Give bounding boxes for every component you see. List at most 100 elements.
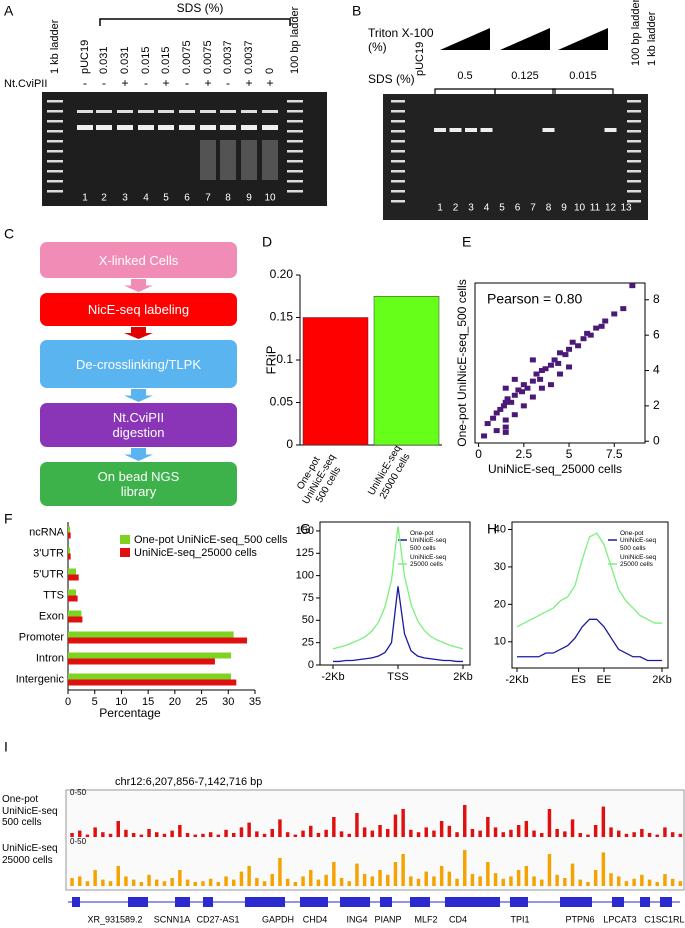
signal-bar	[224, 829, 228, 837]
signal-bar	[670, 832, 675, 837]
y-tick-label: 2	[653, 398, 660, 412]
signal-bar	[586, 834, 590, 837]
signal-bar	[486, 817, 490, 837]
y-axis-label: FRiP	[263, 346, 278, 375]
bar	[68, 553, 71, 560]
lane-label: 100 bp ladder	[630, 0, 642, 66]
lane-number: 2	[453, 203, 459, 214]
gene-block	[245, 897, 285, 907]
signal-bar	[655, 834, 659, 837]
ladder-band	[287, 180, 303, 183]
signal-bar	[570, 819, 575, 837]
point	[584, 330, 591, 336]
signal-bar	[493, 873, 498, 886]
signal-bar	[632, 878, 636, 886]
lane-number: 4	[484, 203, 490, 214]
gene-label: SCNN1A	[154, 914, 191, 924]
panel-letter: F	[4, 511, 13, 527]
x-tick-label: 25	[195, 696, 207, 708]
signal-bar	[293, 834, 298, 837]
signal-bar	[93, 870, 97, 886]
ladder-band	[627, 130, 641, 133]
signal-bar	[347, 881, 351, 886]
signal-bar	[85, 881, 90, 886]
bar	[68, 589, 77, 596]
signal-bar	[455, 878, 459, 886]
signal-bar	[570, 863, 575, 886]
signal-bar	[78, 830, 82, 837]
signal-bar	[155, 879, 159, 886]
gel-band	[77, 125, 93, 130]
gene-block	[128, 897, 148, 907]
lane-number: 3	[468, 203, 474, 214]
gel-band	[117, 125, 133, 130]
signal-bar	[178, 825, 182, 837]
y-tick-label: 0.15	[270, 310, 294, 324]
point	[502, 424, 509, 430]
gel-band	[434, 128, 446, 132]
gene-block	[560, 897, 592, 907]
gene-label: C1RL	[661, 914, 684, 924]
signal-bar	[70, 878, 74, 886]
signal-bar	[208, 878, 213, 886]
bar	[68, 616, 83, 623]
y-tick-label: 3'UTR	[33, 547, 64, 559]
x-tick-label: ES	[571, 674, 586, 686]
bar	[373, 296, 440, 446]
lane-label: 0.0037	[243, 40, 255, 74]
lane-number: 12	[605, 203, 617, 214]
point	[529, 378, 536, 384]
y-tick-label: Intron	[36, 652, 64, 664]
point	[504, 396, 511, 402]
signal-bar	[247, 866, 251, 886]
y-axis-label: One-pot UniNicE-seq_500 cells	[455, 279, 469, 446]
ladder-band	[391, 120, 405, 123]
x-tick-label: EE	[597, 674, 612, 686]
signal-bar	[255, 878, 259, 886]
lane-number: 10	[264, 193, 276, 204]
point	[575, 343, 582, 349]
ladder-band	[627, 160, 641, 163]
signal-bar	[370, 830, 375, 837]
x-tick-label: 30	[222, 696, 234, 708]
signal-bar	[262, 881, 267, 886]
signal-bar	[640, 829, 644, 837]
point	[502, 417, 509, 423]
ladder-band	[47, 180, 63, 183]
lane-label: 0.0037	[222, 40, 234, 74]
signal-bar	[463, 805, 467, 837]
y-tick-label: 125	[296, 547, 314, 559]
sds-value: 0.5	[457, 70, 472, 82]
enzyme-label: Nt.CviPII	[4, 78, 47, 90]
point	[557, 350, 563, 356]
ladder-band	[287, 170, 303, 173]
flow-step-label: X-linked Cells	[98, 252, 179, 268]
gel-band	[138, 110, 154, 113]
enzyme-sign: +	[204, 76, 211, 90]
y-tick-label: 0.1	[276, 352, 293, 366]
annotation: Pearson = 0.80	[487, 291, 583, 307]
x-axis-label: UniNicE-seq_25000 cells	[488, 462, 622, 476]
point	[547, 362, 554, 368]
signal-bar	[470, 874, 475, 886]
panel-letter: C	[4, 226, 14, 242]
x-tick-label: 2Kb	[652, 674, 672, 686]
panel-letter: I	[4, 739, 8, 755]
signal-bar	[316, 833, 321, 837]
ladder-band	[627, 180, 641, 183]
gel-band	[465, 128, 477, 132]
signal-bar	[355, 863, 359, 886]
signal-bar	[439, 866, 444, 886]
bracket	[494, 88, 556, 96]
x-tick-label: 7.5	[606, 447, 623, 461]
signal-bar	[285, 832, 290, 837]
gene-block	[340, 897, 370, 907]
signal-bar	[593, 870, 598, 886]
point	[602, 318, 609, 324]
gel-band	[179, 110, 195, 113]
bar	[68, 652, 231, 659]
lane-label: 1 kb ladder	[646, 11, 658, 66]
signal-bar	[139, 882, 144, 886]
flow-step: De-crosslinking/TLPK	[40, 340, 237, 388]
y-tick-label: 5'UTR	[33, 568, 64, 580]
